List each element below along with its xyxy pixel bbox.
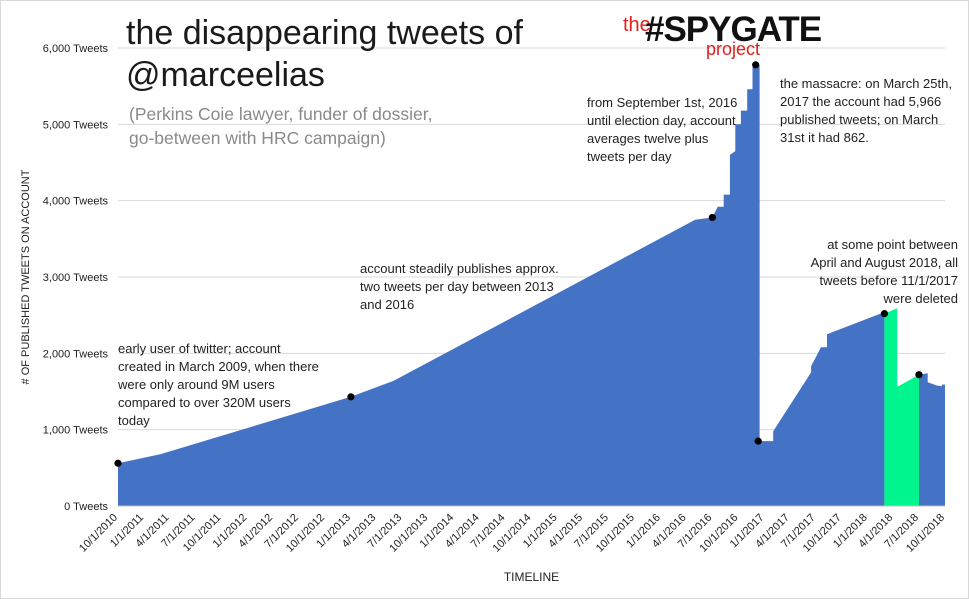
- subtitle-line: (Perkins Coie lawyer, funder of dossier,: [129, 104, 433, 124]
- annotation-line: averages twelve plus: [587, 131, 709, 146]
- y-tick-label: 5,000 Tweets: [43, 119, 109, 131]
- area-highlight: [884, 308, 919, 506]
- chart-subtitle: (Perkins Coie lawyer, funder of dossier,…: [129, 102, 432, 150]
- annotation-line: tweets before 11/1/2017: [819, 273, 958, 288]
- data-marker: [708, 213, 716, 222]
- y-tick-label: 6,000 Tweets: [43, 43, 109, 55]
- data-marker: [915, 371, 923, 379]
- data-marker: [754, 437, 762, 445]
- annotation-line: at some point between: [827, 237, 958, 252]
- y-axis-title: # OF PUBLISHED TWEETS ON ACCOUNT: [20, 169, 32, 384]
- subtitle-line: go-between with HRC campaign): [129, 128, 386, 148]
- annotation-early-user: early user of twitter; account created i…: [118, 340, 319, 430]
- area-series: [919, 373, 945, 506]
- annotation-line: created in March 2009, when there: [118, 359, 319, 374]
- y-tick-label: 0 Tweets: [64, 501, 108, 513]
- y-tick-label: 4,000 Tweets: [43, 196, 109, 208]
- chart-title: the disappearing tweets of @marceelias: [126, 12, 523, 96]
- data-marker: [752, 61, 760, 69]
- annotation-line: two tweets per day between 2013: [360, 279, 554, 294]
- y-tick-label: 3,000 Tweets: [43, 272, 109, 284]
- data-marker: [114, 459, 122, 467]
- annotation-sept: from September 1st, 2016 until election …: [587, 94, 737, 166]
- annotation-line: April and August 2018, all: [810, 255, 958, 270]
- title-line: the disappearing tweets of: [126, 14, 523, 52]
- annotation-steady: account steadily publishes approx. two t…: [360, 260, 559, 314]
- x-axis-title: TIMELINE: [504, 570, 559, 584]
- logo-spygate: #SPYGATE: [645, 10, 822, 49]
- title-line: @marceelias: [126, 56, 325, 94]
- annotation-massacre: the massacre: on March 25th, 2017 the ac…: [780, 75, 952, 147]
- y-tick-label: 2,000 Tweets: [43, 348, 109, 360]
- y-tick-label: 1,000 Tweets: [43, 425, 109, 437]
- annotation-line: 2017 the account had 5,966: [780, 94, 942, 109]
- annotation-line: account steadily publishes approx.: [360, 261, 559, 276]
- annotation-line: today: [118, 413, 150, 428]
- annotation-line: 31st it had 862.: [780, 130, 869, 145]
- data-marker: [880, 310, 889, 318]
- data-marker: [347, 393, 355, 401]
- area-series: [118, 64, 885, 507]
- annotation-line: the massacre: on March 25th,: [780, 76, 952, 91]
- annotation-line: tweets per day: [587, 149, 672, 164]
- annotation-line: until election day, account: [587, 113, 736, 128]
- annotation-line: compared to over 320M users: [118, 395, 291, 410]
- annotation-line: were deleted: [883, 291, 958, 306]
- logo-the: the: [623, 14, 651, 36]
- annotation-line: and 2016: [360, 297, 415, 312]
- annotation-line: published tweets; on March: [780, 112, 939, 127]
- annotation-deleted: at some point between April and August 2…: [811, 236, 958, 308]
- annotation-line: were only around 9M users: [118, 377, 275, 392]
- annotation-line: from September 1st, 2016: [587, 95, 738, 110]
- annotation-line: early user of twitter; account: [118, 341, 281, 356]
- logo-project: project: [706, 39, 761, 59]
